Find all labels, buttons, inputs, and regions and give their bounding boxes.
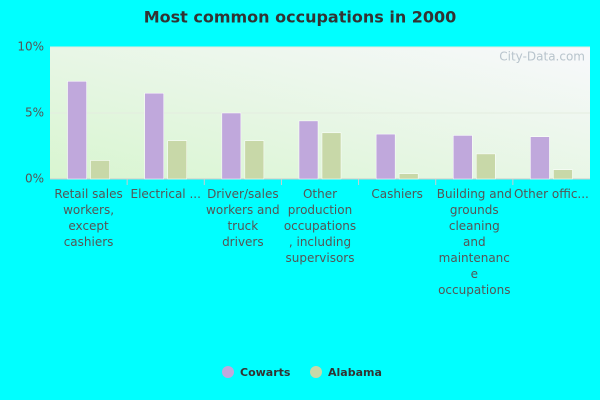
y-tick-label: 5% xyxy=(25,106,44,120)
legend-label: Cowarts xyxy=(240,366,291,379)
bar xyxy=(67,81,87,180)
x-tick-label: Building and grounds cleaning and mainte… xyxy=(436,187,512,297)
y-tick-label: 0% xyxy=(25,172,44,186)
legend-label: Alabama xyxy=(328,366,382,379)
bar xyxy=(321,132,342,180)
x-tick-label: Driver/sales workers and truck drivers xyxy=(206,187,280,249)
x-tick-label: Electrical ... xyxy=(130,187,201,201)
x-tick-label: Retail sales workers, except cashiers xyxy=(54,187,123,249)
bar xyxy=(90,160,110,180)
bar xyxy=(375,133,396,180)
bar xyxy=(221,112,242,180)
x-tick-label: Other offic... xyxy=(513,187,589,201)
x-tick-label: Other production occupations, including … xyxy=(283,187,357,265)
chart-title: Most common occupations in 2000 xyxy=(144,8,457,27)
legend-marker xyxy=(222,366,234,378)
bar xyxy=(553,169,573,180)
bar xyxy=(298,120,319,180)
x-tick-label: Cashiers xyxy=(371,187,423,201)
legend-marker xyxy=(310,366,322,378)
watermark: City-Data.com xyxy=(499,50,585,64)
y-tick-label: 10% xyxy=(17,40,44,54)
bar xyxy=(167,140,187,180)
bar xyxy=(144,92,164,180)
bar xyxy=(530,136,550,180)
bar xyxy=(476,153,496,180)
bar xyxy=(398,173,419,180)
bar xyxy=(453,135,473,180)
bar xyxy=(244,140,265,180)
